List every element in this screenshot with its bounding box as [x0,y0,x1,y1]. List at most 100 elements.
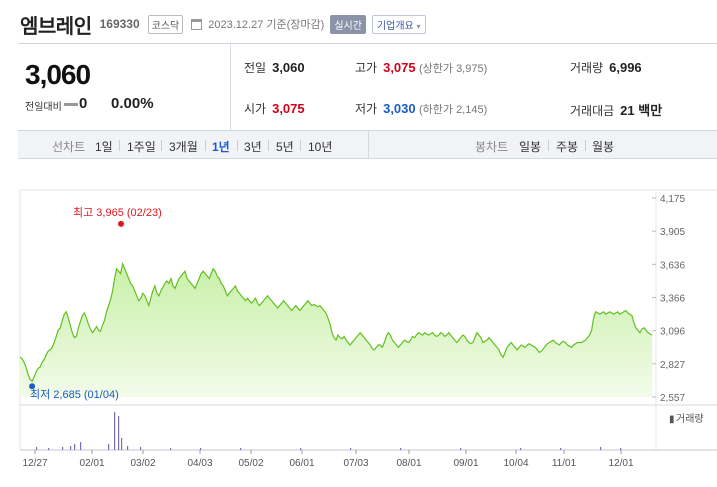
volume-label: 거래량 [570,61,604,75]
change-value: 0 [79,95,88,112]
x-tick-label: 11/01 [552,458,577,469]
period-1y[interactable]: 1년 [212,140,230,154]
volume-bar [600,447,602,450]
company-info-dropdown[interactable]: 기업개요 ▾ [371,14,426,34]
divider [161,140,162,151]
divider [268,140,269,151]
realtime-button[interactable]: 실시간 [330,14,366,34]
price-area [20,263,652,397]
current-price: 3,060 [25,59,91,90]
high-value: 3,075 [383,60,416,75]
y-tick-label: 3,366 [660,294,685,305]
chart-grid [19,189,717,451]
price-line [19,261,653,383]
current-price-box: 3,060 전일대비 0 0.00% [18,44,231,130]
period-5y[interactable]: 5년 [276,140,294,154]
candle-monthly[interactable]: 월봉 [592,140,615,154]
volume-bars [36,412,622,450]
divider [585,140,586,151]
divider [368,131,369,159]
divider [548,140,549,151]
low-label: 저가 [355,102,378,116]
stock-name: 엠브레인 [20,15,92,38]
volume-bar [118,416,120,450]
low-annotation: 최저 2,685 (01/04) [30,388,119,401]
high-annotation: 최고 3,965 (02/23) [73,206,162,219]
candle-daily[interactable]: 일봉 [519,140,542,154]
volume-bar [36,447,38,450]
candle-chart-label: 봉차트 [475,140,509,154]
y-tick-label: 3,096 [660,327,685,338]
period-3m[interactable]: 3개월 [169,140,198,154]
lower-limit: (하한가 2,145) [418,104,488,116]
divider [119,140,120,151]
divider [237,140,238,151]
x-tick-label: 10/04 [503,458,528,469]
open-label: 시가 [244,102,267,116]
divider [300,140,301,151]
period-1w[interactable]: 1주일 [127,140,156,154]
volume-bar [170,448,172,450]
volume-bar [350,448,352,450]
no-change-icon [64,103,78,106]
volume-bar [240,448,242,450]
volume-bar [108,444,110,450]
high-point [118,220,124,227]
candle-weekly[interactable]: 주봉 [556,140,579,154]
x-tick-label: 02/01 [79,458,104,469]
amount-value: 21 백만 [620,103,663,118]
volume-legend-icon: ▮ [669,414,675,425]
volume-bar [560,448,562,450]
chevron-down-icon: ▾ [416,21,421,31]
volume-bar [460,448,462,450]
volume-cell: 거래량 6,996 [570,59,642,76]
volume-bar [300,448,302,450]
line-chart-label: 선차트 [52,140,86,154]
y-tick-label: 2,557 [660,393,685,404]
volume-bar [114,412,116,450]
volume-bar [62,447,64,450]
change-label: 전일대비 [25,102,62,113]
high-cell: 고가 3,075 (상한가 3,975) [355,59,487,76]
period-1d[interactable]: 1일 [95,140,113,154]
volume-value: 6,996 [609,60,642,75]
period-3y[interactable]: 3년 [244,140,262,154]
period-10y[interactable]: 10년 [308,140,333,154]
y-tick-label: 2,827 [660,360,685,371]
x-tick-label: 07/03 [343,458,368,469]
low-point [29,383,36,390]
y-tick-label: 3,636 [660,260,685,271]
change-rate: 0.00% [111,95,154,112]
amount-cell: 거래대금 21 백만 [570,100,662,119]
volume-bar [80,442,82,450]
divider [205,140,206,151]
open-cell: 시가 3,075 [244,100,305,117]
x-tick-label: 03/02 [130,458,155,469]
upper-limit: (상한가 3,975) [418,63,488,75]
volume-bar [520,448,522,450]
prev-close-cell: 전일 3,060 [244,59,305,76]
y-tick-label: 4,175 [660,194,685,205]
x-tick-label: 12/27 [22,458,47,469]
market-badge: 코스닥 [147,14,184,34]
volume-bar [200,448,202,450]
x-tick-label: 09/01 [453,458,478,469]
volume-bar [400,448,402,450]
x-tick-label: 04/03 [187,458,212,469]
y-tick-label: 3,905 [660,227,685,238]
x-tick-label: 08/01 [396,458,421,469]
calendar-icon [191,18,203,30]
low-cell: 저가 3,030 (하한가 2,145) [355,100,487,117]
volume-bar [74,444,76,450]
volume-legend: 거래량 [676,413,704,425]
quote-summary: 3,060 전일대비 0 0.00% 전일 3,060 고가 3,075 (상한가 … [18,43,717,131]
volume-bar [48,448,50,450]
period-selector: 선차트 1일 1주일 3개월 1년 3년 5년 10년 봉차트 일봉 주봉 월봉 [18,131,717,159]
x-axis: 12/27 02/01 03/02 04/03 05/02 06/01 07/03 08/01… [22,450,634,469]
x-tick-label: 05/02 [238,458,263,469]
high-label: 고가 [355,61,378,75]
open-value: 3,075 [272,101,305,116]
x-tick-label: 12/01 [608,458,633,469]
prev-close-label: 전일 [244,61,267,75]
volume-bar [140,447,142,450]
